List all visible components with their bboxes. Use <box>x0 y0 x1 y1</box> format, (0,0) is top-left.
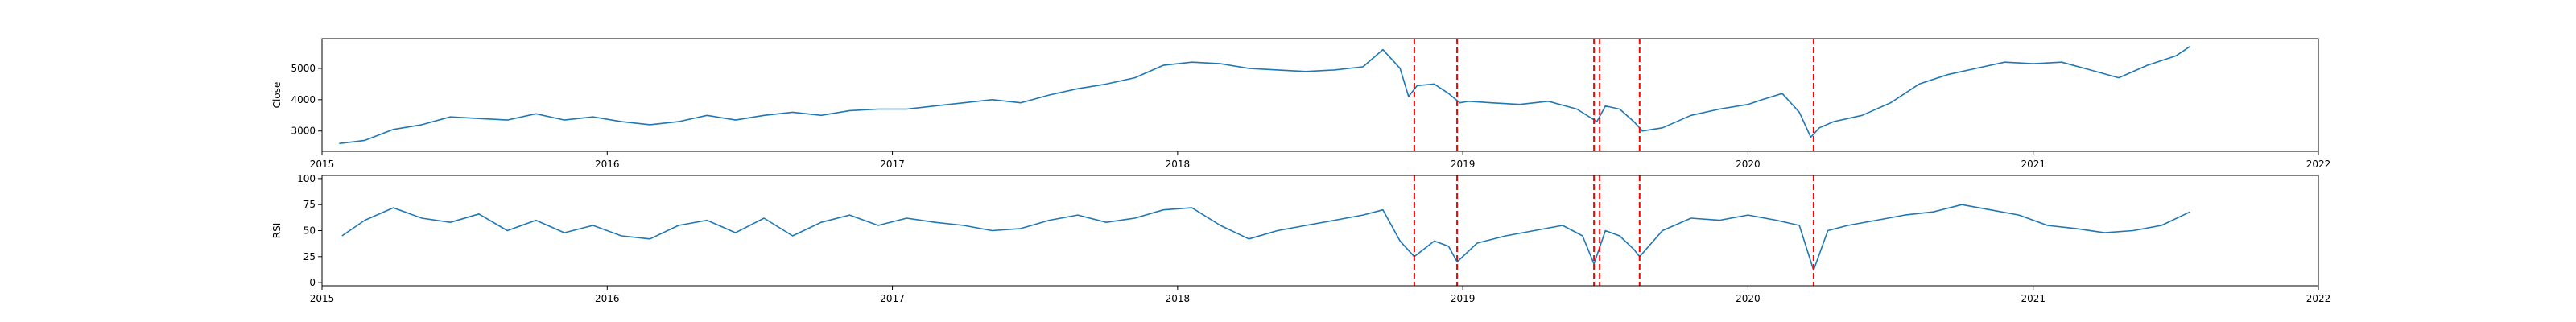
close-series-line <box>339 46 2191 145</box>
close-x-tick-label: 2018 <box>1166 159 1191 170</box>
close-y-axis-label: Close <box>271 82 283 109</box>
rsi-y-tick-label: 100 <box>297 173 316 184</box>
close-plot-frame <box>321 38 2319 152</box>
rsi-plot-frame <box>321 175 2319 287</box>
rsi-series-line <box>341 204 2190 271</box>
rsi-y-tick-label: 25 <box>303 251 316 262</box>
rsi-x-tick-label: 2022 <box>2306 293 2331 304</box>
rsi-y-tick-label: 75 <box>303 199 316 210</box>
rsi-x-tick-label: 2017 <box>880 293 905 304</box>
rsi-x-tick-label: 2020 <box>1736 293 1761 304</box>
close-x-tick-label: 2022 <box>2306 159 2331 170</box>
close-x-tick-label: 2017 <box>880 159 905 170</box>
rsi-x-tick-label: 2015 <box>310 293 335 304</box>
rsi-x-tick-label: 2016 <box>595 293 620 304</box>
rsi-x-tick-label: 2021 <box>2021 293 2046 304</box>
close-y-tick-label: 5000 <box>291 63 316 74</box>
close-x-tick-label: 2016 <box>595 159 620 170</box>
close-x-tick-label: 2021 <box>2021 159 2046 170</box>
close-panel: 2015 2016 2017 2018 2019 2020 2021 2022 3000 4000… <box>271 38 2331 170</box>
close-x-tick-label: 2020 <box>1736 159 1761 170</box>
rsi-x-tick-label: 2018 <box>1166 293 1191 304</box>
rsi-y-tick-label: 50 <box>303 225 316 237</box>
close-y-tick-label: 3000 <box>291 126 316 137</box>
close-x-tick-label: 2019 <box>1451 159 1476 170</box>
close-x-tick-label: 2015 <box>310 159 335 170</box>
close-y-tick-label: 4000 <box>291 94 316 105</box>
rsi-y-tick-label: 0 <box>309 277 316 288</box>
rsi-panel: 2015 2016 2017 2018 2019 2020 2021 2022 0 25 50 75 1… <box>271 173 2330 304</box>
rsi-y-axis-label: RSI <box>271 223 283 239</box>
rsi-x-tick-label: 2019 <box>1451 293 1476 304</box>
